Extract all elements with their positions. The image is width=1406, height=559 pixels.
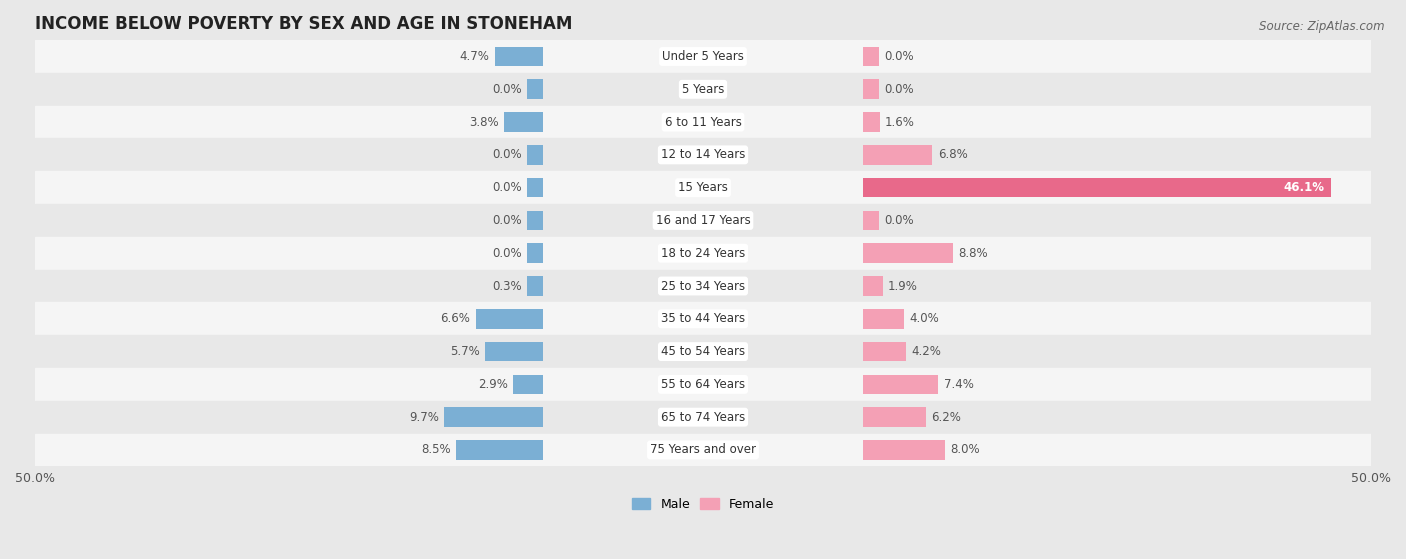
- Text: 5.7%: 5.7%: [450, 345, 479, 358]
- Bar: [527, 243, 543, 263]
- Text: Source: ZipAtlas.com: Source: ZipAtlas.com: [1260, 20, 1385, 32]
- Bar: [513, 375, 543, 394]
- Bar: [475, 309, 543, 329]
- Bar: [35, 106, 1371, 139]
- Text: 6.8%: 6.8%: [938, 148, 967, 162]
- Bar: [35, 368, 1371, 401]
- Bar: [527, 178, 543, 197]
- Legend: Male, Female: Male, Female: [627, 492, 779, 515]
- Bar: [35, 335, 1371, 368]
- Text: 0.3%: 0.3%: [492, 280, 522, 292]
- Bar: [35, 171, 1371, 204]
- Bar: [863, 440, 945, 460]
- Bar: [35, 434, 1371, 466]
- Text: 75 Years and over: 75 Years and over: [650, 443, 756, 457]
- Bar: [35, 401, 1371, 434]
- Bar: [505, 112, 543, 132]
- Text: 4.0%: 4.0%: [910, 312, 939, 325]
- Text: 0.0%: 0.0%: [884, 50, 914, 63]
- Bar: [863, 211, 879, 230]
- Text: 46.1%: 46.1%: [1284, 181, 1324, 194]
- Bar: [863, 178, 1331, 197]
- Text: 25 to 34 Years: 25 to 34 Years: [661, 280, 745, 292]
- Text: 0.0%: 0.0%: [884, 83, 914, 96]
- Text: 7.4%: 7.4%: [943, 378, 974, 391]
- Text: 0.0%: 0.0%: [492, 214, 522, 227]
- Bar: [35, 237, 1371, 269]
- Text: 35 to 44 Years: 35 to 44 Years: [661, 312, 745, 325]
- Text: 15 Years: 15 Years: [678, 181, 728, 194]
- Text: 65 to 74 Years: 65 to 74 Years: [661, 411, 745, 424]
- Text: 2.9%: 2.9%: [478, 378, 508, 391]
- Bar: [35, 204, 1371, 237]
- Bar: [863, 408, 927, 427]
- Text: 8.5%: 8.5%: [422, 443, 451, 457]
- Bar: [35, 302, 1371, 335]
- Bar: [863, 375, 938, 394]
- Text: 55 to 64 Years: 55 to 64 Years: [661, 378, 745, 391]
- Bar: [35, 73, 1371, 106]
- Text: INCOME BELOW POVERTY BY SEX AND AGE IN STONEHAM: INCOME BELOW POVERTY BY SEX AND AGE IN S…: [35, 15, 572, 33]
- Text: 0.0%: 0.0%: [492, 181, 522, 194]
- Text: 6 to 11 Years: 6 to 11 Years: [665, 116, 741, 129]
- Text: 3.8%: 3.8%: [470, 116, 499, 129]
- Text: 9.7%: 9.7%: [409, 411, 439, 424]
- Bar: [863, 79, 879, 99]
- Bar: [863, 309, 904, 329]
- Bar: [863, 112, 880, 132]
- Bar: [863, 145, 932, 165]
- Text: 6.6%: 6.6%: [440, 312, 471, 325]
- Bar: [527, 276, 543, 296]
- Bar: [863, 276, 883, 296]
- Bar: [444, 408, 543, 427]
- Bar: [527, 79, 543, 99]
- Text: 8.8%: 8.8%: [957, 247, 987, 260]
- Bar: [863, 243, 953, 263]
- Text: 5 Years: 5 Years: [682, 83, 724, 96]
- Text: 6.2%: 6.2%: [932, 411, 962, 424]
- Text: 16 and 17 Years: 16 and 17 Years: [655, 214, 751, 227]
- Bar: [35, 40, 1371, 73]
- Bar: [495, 46, 543, 67]
- Text: 0.0%: 0.0%: [492, 148, 522, 162]
- Text: 45 to 54 Years: 45 to 54 Years: [661, 345, 745, 358]
- Text: 0.0%: 0.0%: [492, 83, 522, 96]
- Text: 12 to 14 Years: 12 to 14 Years: [661, 148, 745, 162]
- Text: Under 5 Years: Under 5 Years: [662, 50, 744, 63]
- Bar: [457, 440, 543, 460]
- Bar: [863, 342, 905, 362]
- Bar: [863, 46, 879, 67]
- Text: 4.2%: 4.2%: [911, 345, 941, 358]
- Bar: [527, 211, 543, 230]
- Text: 1.6%: 1.6%: [884, 116, 915, 129]
- Bar: [35, 139, 1371, 171]
- Text: 18 to 24 Years: 18 to 24 Years: [661, 247, 745, 260]
- Text: 4.7%: 4.7%: [460, 50, 489, 63]
- Bar: [485, 342, 543, 362]
- Bar: [527, 145, 543, 165]
- Text: 0.0%: 0.0%: [492, 247, 522, 260]
- Text: 1.9%: 1.9%: [889, 280, 918, 292]
- Bar: [35, 269, 1371, 302]
- Text: 0.0%: 0.0%: [884, 214, 914, 227]
- Text: 8.0%: 8.0%: [950, 443, 980, 457]
